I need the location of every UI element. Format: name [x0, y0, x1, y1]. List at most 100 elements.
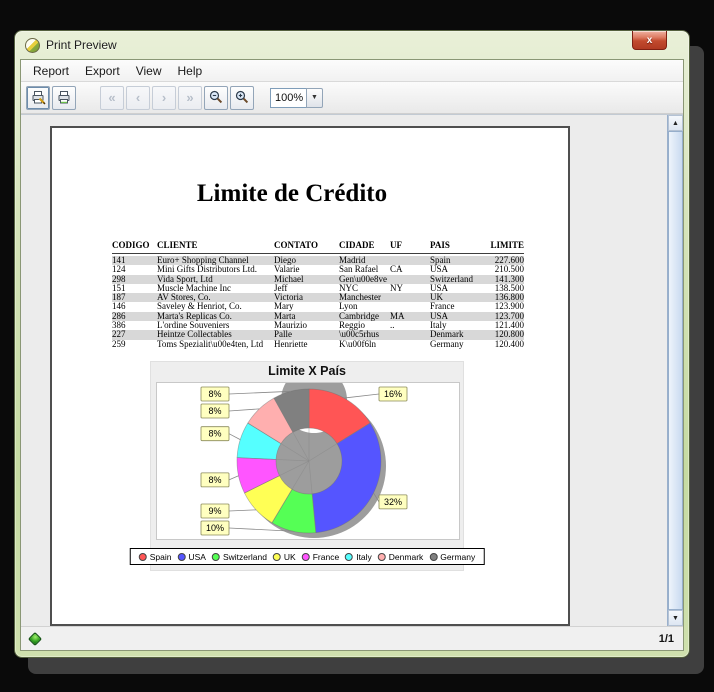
cell-pais: Italy — [430, 321, 447, 331]
chart-plot-area: 16% 32% 10% 9% 8% 8% 8% 8% — [156, 382, 460, 540]
header-rule — [112, 253, 524, 254]
cell-cliente: Marta's Replicas Co. — [157, 311, 232, 321]
donut-slice-germany — [273, 388, 310, 433]
menubar: Report Export View Help — [21, 60, 683, 82]
print-button[interactable] — [52, 85, 76, 110]
legend-label: Denmark — [388, 551, 424, 562]
scrollbar-thumb[interactable] — [668, 131, 683, 610]
slice-separator — [273, 398, 310, 462]
cell-contato: Michael — [274, 274, 304, 284]
cell-pais: Switzerland — [430, 274, 473, 284]
vertical-scrollbar[interactable]: ▲ ▼ — [667, 115, 683, 626]
scroll-down-button[interactable]: ▼ — [668, 610, 683, 626]
cell-cidade: Lyon — [339, 302, 358, 312]
legend-marker — [138, 552, 147, 561]
close-icon: x — [646, 34, 653, 46]
cell-contato: Diego — [274, 256, 296, 265]
scroll-up-icon: ▲ — [672, 119, 679, 127]
cell-uf: MA — [390, 311, 405, 321]
percent-label: 8% — [208, 389, 221, 399]
cell-pais: Spain — [430, 256, 451, 265]
donut-chart: 16% 32% 10% 9% 8% 8% 8% 8% — [200, 383, 408, 538]
cell-pais: Germany — [430, 339, 464, 349]
zoom-in-icon — [235, 90, 248, 104]
preview-viewport: Limite de Crédito CODIGO CLIENTE CONTATO… — [21, 114, 683, 626]
first-page-button[interactable]: « — [100, 85, 124, 110]
column-header-cliente: CLIENTE — [157, 240, 198, 250]
menu-view[interactable]: View — [135, 63, 162, 78]
legend-label: USA — [188, 551, 206, 562]
zoom-ratio-input[interactable]: 100% — [270, 87, 306, 108]
cell-codigo: 227 — [112, 330, 126, 340]
cell-cliente: Mini Gifts Distributors Ltd. — [157, 265, 258, 275]
cell-limite: 136.800 — [494, 293, 524, 303]
previous-page-icon: ‹ — [135, 90, 141, 105]
column-header-contato: CONTATO — [274, 240, 319, 250]
percent-label-box — [200, 520, 230, 536]
legend-marker — [272, 552, 281, 561]
cell-contato: Valarie — [274, 265, 300, 275]
column-header-codigo: CODIGO — [112, 240, 150, 250]
percent-label-box — [200, 503, 230, 519]
menu-export[interactable]: Export — [85, 63, 120, 78]
cell-contato: Mary — [274, 302, 294, 312]
legend-item-italy: Italy — [345, 552, 372, 562]
percent-label-box — [200, 472, 230, 488]
cell-pais: USA — [430, 311, 449, 321]
column-header-uf: UF — [390, 240, 402, 250]
percent-label: 10% — [206, 523, 224, 533]
legend-item-uk: UK — [272, 552, 296, 562]
table-row: 259 Toms Spezialit\u00e4ten, Ltd Henriette… — [112, 340, 524, 349]
label-connector — [228, 390, 291, 395]
scroll-down-icon: ▼ — [672, 614, 679, 622]
legend-item-spain: Spain — [138, 552, 172, 562]
legend-item-denmark: Denmark — [377, 551, 424, 562]
table-row: 124 Mini Gifts Distributors Ltd. Valarie Sa… — [112, 265, 524, 274]
next-page-button[interactable]: › — [152, 85, 176, 110]
legend-marker — [429, 552, 438, 561]
cell-cidade: K\u00f6ln — [339, 339, 376, 349]
cell-cliente: L'ordine Souveniers — [157, 321, 230, 331]
zoom-ratio-dropdown-button[interactable]: ▼ — [306, 87, 323, 108]
cell-cliente: Vida Sport, Ltd — [157, 274, 213, 284]
cell-codigo: 146 — [112, 302, 126, 312]
report-page: Limite de Crédito CODIGO CLIENTE CONTATO… — [50, 126, 570, 626]
cell-limite: 120.800 — [494, 330, 524, 340]
cell-cliente: AV Stores, Co. — [157, 293, 211, 303]
zoom-out-button[interactable] — [204, 85, 228, 110]
percent-label: 32% — [384, 497, 402, 507]
scroll-up-button[interactable]: ▲ — [668, 115, 683, 131]
cell-codigo: 259 — [112, 339, 126, 349]
cell-uf — [390, 302, 430, 311]
zoom-ratio-combo: 100% ▼ — [270, 87, 323, 108]
toolbar: « ‹ › » — [21, 82, 683, 114]
titlebar[interactable]: Print Preview x — [15, 31, 689, 59]
column-header-limite: LIMITE — [490, 240, 524, 250]
menu-help[interactable]: Help — [177, 63, 203, 78]
slice-separator — [271, 460, 310, 523]
table-row: 286 Marta's Replicas Co. Marta Cambridge MA U… — [112, 311, 524, 322]
cell-cliente: Heintze Collectables — [157, 330, 232, 340]
cell-contato: Palle — [274, 330, 292, 340]
table-row: 298 Vida Sport, Ltd Michael Gen\u00e8ve Swit… — [112, 274, 524, 284]
column-header-cidade: CIDADE — [339, 240, 375, 250]
menu-report[interactable]: Report — [33, 63, 70, 78]
label-connector — [228, 433, 241, 440]
cell-cliente: Euro+ Shopping Channel — [157, 256, 249, 265]
cell-codigo: 124 — [112, 265, 126, 275]
label-connector — [228, 475, 239, 481]
donut-slice-usa — [311, 422, 382, 534]
cell-limite: 123.700 — [494, 311, 524, 321]
slice-separator — [308, 423, 370, 462]
last-page-button[interactable]: » — [178, 85, 202, 110]
print-dialog-button[interactable] — [26, 85, 50, 110]
cell-cliente: Saveley & Henriot, Co. — [157, 302, 242, 312]
previous-page-button[interactable]: ‹ — [126, 85, 150, 110]
cell-cidade: Gen\u00e8ve — [339, 274, 387, 284]
legend-label: France — [312, 551, 340, 562]
cell-limite: 138.500 — [494, 283, 524, 293]
close-button[interactable]: x — [632, 31, 667, 50]
zoom-in-button[interactable] — [230, 85, 254, 110]
print-dialog-icon — [32, 91, 45, 105]
